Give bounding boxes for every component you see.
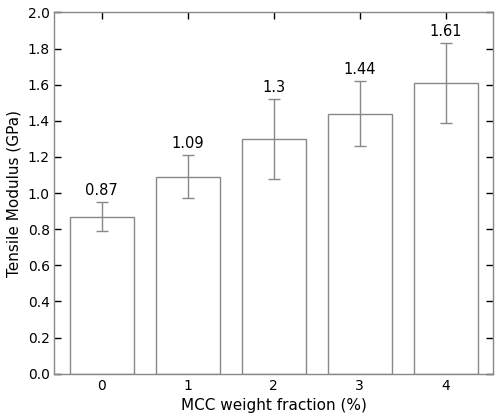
X-axis label: MCC weight fraction (%): MCC weight fraction (%) [181, 398, 366, 413]
Bar [156, 177, 220, 374]
Bar [328, 113, 392, 374]
Bar [70, 217, 134, 374]
Text: 1.09: 1.09 [172, 136, 204, 151]
Bar [414, 83, 478, 374]
Text: 0.87: 0.87 [86, 183, 118, 197]
Text: 1.44: 1.44 [344, 62, 376, 76]
Text: 1.61: 1.61 [430, 24, 462, 39]
Text: 1.3: 1.3 [262, 80, 285, 94]
Y-axis label: Tensile Modulus (GPa): Tensile Modulus (GPa) [7, 110, 22, 276]
Bar [242, 139, 306, 374]
